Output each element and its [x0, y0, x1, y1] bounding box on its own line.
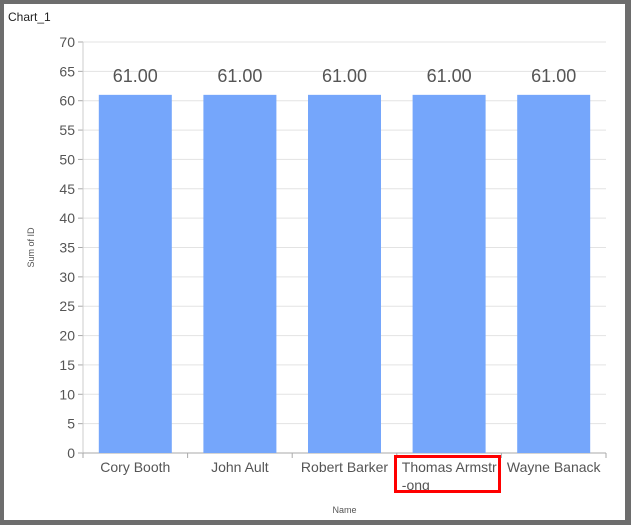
y-tick-label: 70: [59, 34, 75, 50]
y-tick-label: 40: [59, 210, 75, 226]
y-tick-label: 60: [59, 93, 75, 109]
y-axis-title: Sum of ID: [26, 227, 36, 268]
bar: [308, 94, 381, 453]
y-tick-label: 55: [59, 122, 75, 138]
selected-category-highlight: [394, 455, 501, 493]
bar: [98, 94, 172, 453]
y-tick-label: 35: [59, 240, 75, 256]
data-label: 61.00: [113, 66, 158, 86]
y-tick-label: 15: [59, 357, 75, 373]
y-tick-label: 30: [59, 269, 75, 285]
data-label: 61.00: [217, 66, 262, 86]
x-axis-title: Name: [332, 505, 356, 515]
data-label: 61.00: [427, 66, 472, 86]
y-tick-label: 45: [59, 181, 75, 197]
x-tick-label: Cory Booth: [100, 459, 170, 475]
chart-title: Chart_1: [8, 10, 51, 24]
x-tick-label: John Ault: [211, 459, 269, 475]
y-tick-label: 5: [67, 416, 75, 432]
bar: [517, 94, 591, 453]
y-tick-label: 65: [59, 63, 75, 79]
bar: [203, 94, 277, 453]
y-tick-label: 0: [67, 445, 75, 461]
chart-container: Chart_1 0 5 10 15 20 25 30 35 40 45 50 55 60 65 70 61.0…: [4, 4, 625, 520]
data-label: 61.00: [531, 66, 576, 86]
y-tick-label: 10: [59, 386, 75, 402]
y-tick-label: 20: [59, 328, 75, 344]
x-tick-label: Wayne Banack: [507, 459, 602, 475]
x-tick-label: -ong: [402, 477, 430, 493]
y-tick-label: 50: [59, 151, 75, 167]
bar: [412, 94, 486, 453]
bar-chart: 0 5 10 15 20 25 30 35 40 45 50 55 60 65 70 61.00 Cory Bo…: [26, 34, 607, 515]
x-tick-label: Thomas Armstr: [402, 459, 497, 475]
y-tick-label: 25: [59, 298, 75, 314]
data-label: 61.00: [322, 66, 367, 86]
x-tick-label: Robert Barker: [301, 459, 388, 475]
